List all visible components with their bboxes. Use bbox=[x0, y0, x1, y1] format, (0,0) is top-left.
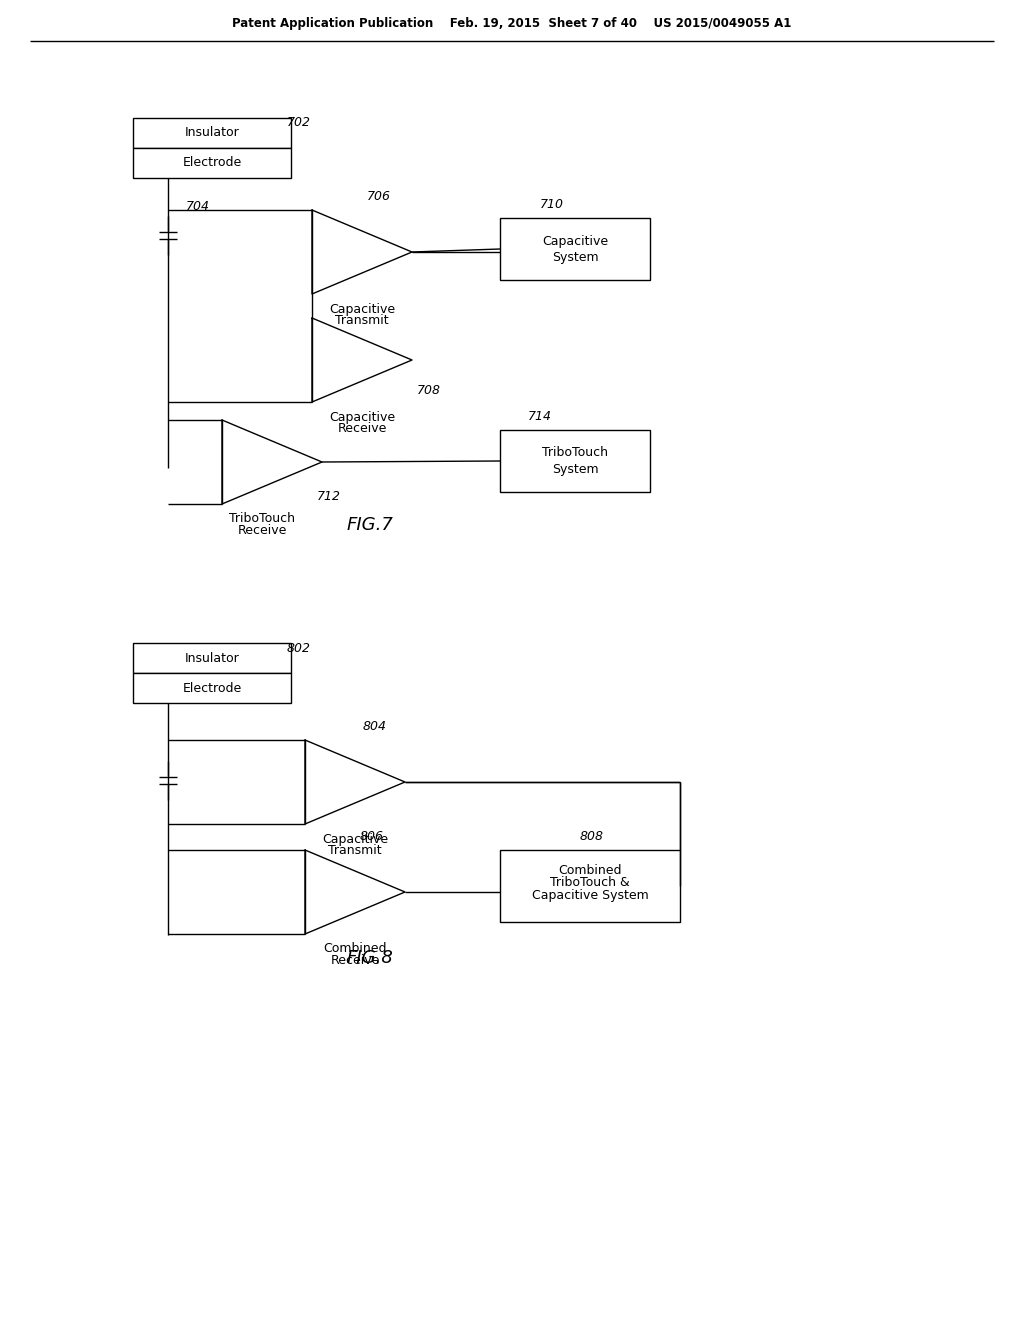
Text: System: System bbox=[552, 462, 598, 475]
Text: 710: 710 bbox=[540, 198, 564, 210]
Text: Capacitive: Capacitive bbox=[329, 411, 395, 424]
Text: 802: 802 bbox=[287, 642, 311, 655]
Text: TriboTouch &: TriboTouch & bbox=[550, 875, 630, 888]
Bar bbox=[133, 643, 291, 673]
Text: Insulator: Insulator bbox=[184, 127, 240, 140]
Text: Capacitive: Capacitive bbox=[542, 235, 608, 248]
Text: Receive: Receive bbox=[331, 954, 380, 968]
Text: Combined: Combined bbox=[324, 942, 387, 956]
Text: TriboTouch: TriboTouch bbox=[229, 512, 295, 525]
Text: FIG.8: FIG.8 bbox=[346, 949, 393, 968]
Bar bbox=[133, 117, 291, 148]
Bar bbox=[500, 850, 680, 921]
Text: Patent Application Publication    Feb. 19, 2015  Sheet 7 of 40    US 2015/004905: Patent Application Publication Feb. 19, … bbox=[232, 17, 792, 30]
Text: Electrode: Electrode bbox=[182, 681, 242, 694]
Text: 806: 806 bbox=[360, 829, 384, 842]
Text: Receive: Receive bbox=[337, 422, 387, 436]
Text: 804: 804 bbox=[362, 719, 387, 733]
Text: System: System bbox=[552, 251, 598, 264]
Text: Electrode: Electrode bbox=[182, 157, 242, 169]
Text: Capacitive: Capacitive bbox=[322, 833, 388, 846]
Text: Transmit: Transmit bbox=[328, 845, 382, 858]
Text: Receive: Receive bbox=[238, 524, 287, 537]
Text: 706: 706 bbox=[367, 190, 391, 202]
Text: Insulator: Insulator bbox=[184, 652, 240, 664]
Bar bbox=[500, 218, 650, 280]
Bar bbox=[500, 430, 650, 492]
Text: FIG.7: FIG.7 bbox=[346, 516, 393, 535]
Bar bbox=[133, 148, 291, 178]
Text: 808: 808 bbox=[580, 829, 604, 842]
Text: Transmit: Transmit bbox=[335, 314, 389, 327]
Text: Combined: Combined bbox=[558, 863, 622, 876]
Text: TriboTouch: TriboTouch bbox=[542, 446, 608, 459]
Text: 704: 704 bbox=[186, 201, 210, 214]
Text: Capacitive: Capacitive bbox=[329, 302, 395, 315]
Text: Capacitive System: Capacitive System bbox=[531, 890, 648, 903]
Text: 702: 702 bbox=[287, 116, 311, 129]
Bar bbox=[133, 673, 291, 704]
Text: 708: 708 bbox=[417, 384, 441, 396]
Text: 714: 714 bbox=[528, 409, 552, 422]
Text: 712: 712 bbox=[317, 490, 341, 503]
